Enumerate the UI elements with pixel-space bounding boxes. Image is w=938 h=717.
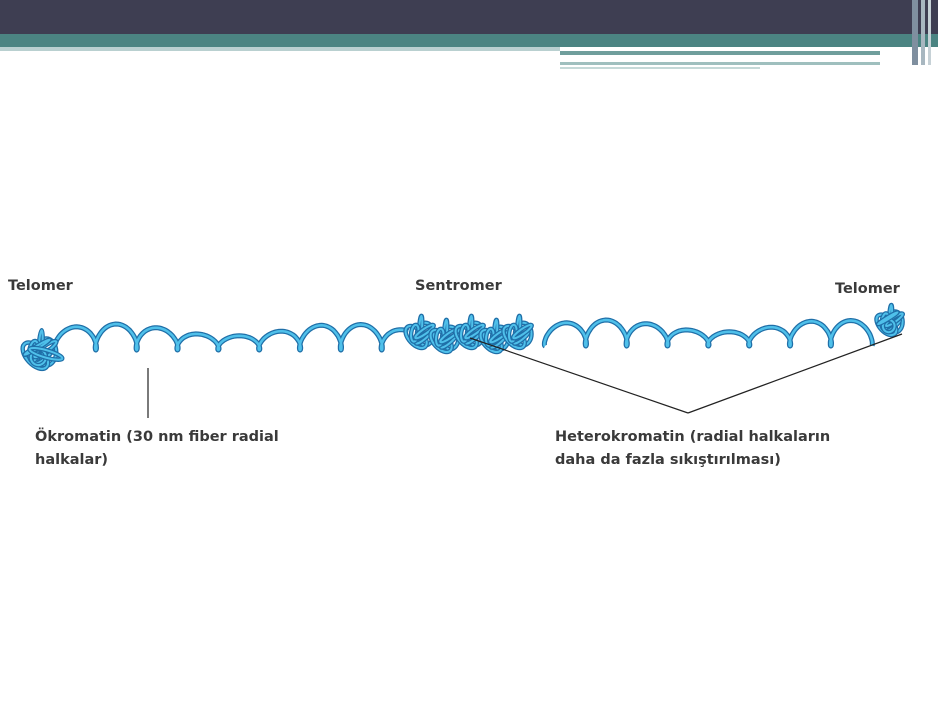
label: Telomer bbox=[8, 278, 74, 294]
header-line bbox=[560, 51, 880, 55]
header-side bbox=[912, 0, 918, 65]
header-bar bbox=[0, 0, 938, 34]
header-band bbox=[0, 34, 938, 47]
label-line: Ökromatin (30 nm fiber radial bbox=[35, 427, 279, 445]
header-line bbox=[560, 62, 880, 65]
background bbox=[0, 0, 938, 717]
label-line: Heterokromatin (radial halkaların bbox=[555, 429, 830, 445]
slide: Telomer Sentromer Telomer Ökromatin (30 … bbox=[0, 0, 938, 717]
header-side bbox=[928, 0, 931, 65]
label-line: daha da fazla sıkıştırılması) bbox=[555, 452, 781, 468]
header-line bbox=[560, 67, 760, 69]
header-line bbox=[0, 47, 560, 51]
label: Sentromer bbox=[415, 278, 503, 294]
label: Telomer bbox=[835, 281, 901, 297]
label-line: halkalar) bbox=[35, 452, 108, 468]
header-side bbox=[921, 0, 925, 65]
